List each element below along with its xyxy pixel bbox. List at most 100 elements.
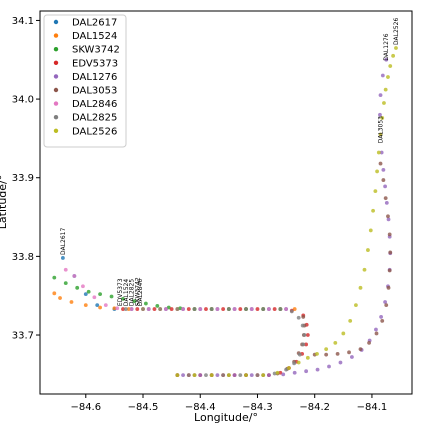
data-point [358,347,363,352]
y-tick-label: 33.8 [12,252,34,263]
data-point [112,306,117,311]
data-point [384,200,389,205]
data-point [292,370,297,375]
data-point [383,87,388,92]
data-point [379,315,383,319]
x-tick-label: −84.2 [299,402,330,413]
data-point [198,373,203,378]
data-point [335,351,340,356]
legend-label: DAL2825 [72,113,117,124]
legend-marker [53,47,59,52]
data-point [301,342,306,347]
data-point [226,307,231,311]
data-point [83,303,88,308]
y-tick-label: 33.7 [12,331,34,342]
y-tick-label: 34.1 [12,16,34,27]
data-point [232,373,237,378]
data-point [215,307,220,311]
y-tick-label: 33.9 [12,173,34,184]
x-tick-label: −84.1 [357,402,388,413]
data-point [72,274,77,278]
data-point [278,307,283,311]
data-point [152,307,157,311]
data-point [249,307,254,311]
data-point [123,307,128,311]
data-point [169,307,174,311]
x-tick-label: −84.6 [70,402,101,413]
data-point [296,360,301,365]
data-point [380,116,385,120]
data-point [302,333,307,337]
data-point [209,307,214,311]
data-point [204,307,208,311]
data-point [378,93,383,98]
data-point [158,307,163,311]
data-point [348,318,353,323]
data-point [324,347,329,352]
data-point [284,307,288,311]
data-point [95,303,100,308]
data-point [305,355,310,360]
data-point [92,295,97,300]
data-point [297,352,302,357]
data-point [386,285,391,290]
data-point [132,299,137,304]
data-point [166,305,171,310]
legend-marker [53,19,59,25]
data-point [383,184,388,189]
data-point [143,301,148,306]
x-tick-label: −84.5 [128,402,159,413]
data-point [354,303,358,308]
data-point [333,340,338,345]
legend-box [43,14,127,148]
legend-label: DAL2526 [72,126,117,137]
y-axis-ticks: 33.7 33.8 33.9 34.0 34.1 [12,16,40,342]
data-point [375,169,379,174]
data-point [380,73,385,78]
legend-marker [53,87,59,93]
data-point [366,248,370,252]
data-point [267,373,271,378]
data-point [381,178,386,182]
legend-label: DAL1524 [72,31,117,42]
annotation-label: DAL2617 [60,228,67,255]
data-point [292,307,297,311]
data-point [386,217,391,222]
data-point [204,373,208,378]
data-point [175,307,180,311]
data-point [255,373,260,378]
annotation-label: DAL2825 [129,279,136,306]
data-point [81,284,85,289]
annotation-label: EDV5373 [117,278,124,306]
data-point [103,303,108,308]
data-point [261,373,266,378]
data-point [63,281,68,286]
data-point [292,361,297,366]
data-point [135,307,140,311]
data-point [374,331,379,336]
data-point [221,307,226,311]
data-point [232,307,237,311]
y-tick-label: 34.0 [12,95,34,106]
legend-marker [53,33,59,38]
data-point [238,373,243,378]
data-point [52,275,57,280]
data-point [121,296,125,301]
legend-label: DAL2846 [72,99,117,110]
data-point [374,327,378,332]
data-point [338,360,343,365]
data-point [209,373,214,378]
data-point [394,46,398,50]
data-point [255,307,260,311]
data-point [86,289,91,294]
data-point [315,351,319,356]
data-point [126,307,131,311]
x-tick-label: −84.3 [242,402,273,413]
data-point [380,318,385,323]
data-point [287,366,291,370]
data-point [267,307,271,311]
data-point [387,232,392,237]
data-point [376,150,381,155]
legend-label: DAL1276 [72,72,117,83]
